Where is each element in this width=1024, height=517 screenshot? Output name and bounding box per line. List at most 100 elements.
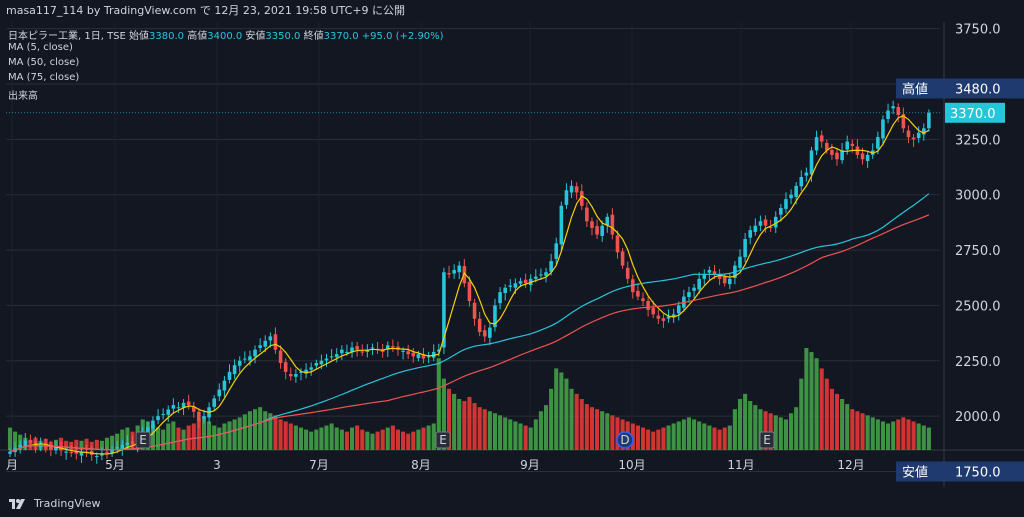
candle[interactable] <box>819 135 824 142</box>
candle[interactable] <box>763 219 768 226</box>
volume-bar[interactable] <box>554 368 559 450</box>
candle[interactable] <box>835 152 839 160</box>
volume-bar[interactable] <box>503 417 508 450</box>
volume-bar[interactable] <box>870 417 875 450</box>
candle[interactable] <box>503 287 507 294</box>
volume-bar[interactable] <box>492 413 498 450</box>
volume-bar[interactable] <box>850 409 855 450</box>
volume-bar[interactable] <box>380 429 385 450</box>
volume-bar[interactable] <box>819 368 824 450</box>
volume-bar[interactable] <box>436 358 441 450</box>
candle[interactable] <box>472 302 477 319</box>
volume-bar[interactable] <box>615 417 620 450</box>
volume-bar[interactable] <box>411 431 416 450</box>
candle[interactable] <box>579 191 584 206</box>
candle[interactable] <box>753 225 758 232</box>
volume-bar[interactable] <box>252 409 258 450</box>
candle[interactable] <box>676 305 681 314</box>
candle[interactable] <box>171 405 176 409</box>
candle[interactable] <box>186 401 191 406</box>
candle[interactable] <box>559 205 564 245</box>
volume-bar[interactable] <box>268 413 273 450</box>
candle[interactable] <box>426 356 431 358</box>
volume-bar[interactable] <box>472 403 477 450</box>
candle[interactable] <box>191 406 196 412</box>
candle[interactable] <box>508 285 513 287</box>
volume-bar[interactable] <box>339 429 344 450</box>
candle[interactable] <box>120 444 125 450</box>
tradingview-logo[interactable]: TradingView <box>8 497 100 510</box>
volume-bar[interactable] <box>304 429 309 450</box>
candle[interactable] <box>825 142 829 151</box>
volume-bar[interactable] <box>84 438 89 450</box>
candle[interactable] <box>906 130 911 138</box>
candle[interactable] <box>697 278 701 290</box>
candle[interactable] <box>319 360 324 365</box>
volume-bar[interactable] <box>176 427 181 450</box>
candle[interactable] <box>523 279 528 284</box>
candle[interactable] <box>253 349 257 357</box>
candle[interactable] <box>590 221 594 228</box>
candle[interactable] <box>569 185 574 193</box>
candle[interactable] <box>334 354 339 358</box>
candle[interactable] <box>100 453 104 456</box>
candle[interactable] <box>283 362 288 372</box>
candle[interactable] <box>779 208 783 215</box>
candle[interactable] <box>202 416 206 419</box>
volume-bar[interactable] <box>201 417 207 450</box>
volume-bar[interactable] <box>855 411 860 450</box>
candle[interactable] <box>549 261 553 272</box>
volume-bar[interactable] <box>901 417 906 450</box>
volume-bar[interactable] <box>258 407 263 450</box>
legend-ma5[interactable]: MA (5, close) <box>8 42 73 53</box>
candle[interactable] <box>79 451 84 456</box>
candle[interactable] <box>911 137 916 140</box>
candle[interactable] <box>758 221 763 226</box>
candle[interactable] <box>840 150 844 161</box>
candle[interactable] <box>263 340 268 347</box>
volume-bar[interactable] <box>875 419 880 450</box>
volume-bar[interactable] <box>452 393 457 450</box>
candle[interactable] <box>799 177 804 187</box>
candle[interactable] <box>891 106 895 109</box>
volume-bar[interactable] <box>651 431 656 450</box>
candle[interactable] <box>59 447 63 451</box>
volume-bar[interactable] <box>891 421 896 450</box>
volume-bar[interactable] <box>814 358 819 450</box>
candle[interactable] <box>554 243 559 259</box>
chart-area[interactable]: 3750.03500.03250.03000.02750.02500.02250… <box>0 22 1024 487</box>
candle[interactable] <box>625 267 630 279</box>
candle[interactable] <box>738 256 742 268</box>
volume-bar[interactable] <box>880 421 885 450</box>
volume-bar[interactable] <box>640 427 646 450</box>
candle[interactable] <box>482 330 487 337</box>
candle[interactable] <box>329 356 334 358</box>
volume-bar[interactable] <box>886 423 891 450</box>
candle[interactable] <box>493 305 497 328</box>
volume-bar[interactable] <box>426 425 431 450</box>
volume-bar[interactable] <box>99 440 104 450</box>
volume-bar[interactable] <box>196 419 201 450</box>
volume-bar[interactable] <box>523 425 528 450</box>
volume-bar[interactable] <box>559 372 564 450</box>
candle[interactable] <box>360 351 365 353</box>
candle[interactable] <box>636 290 640 297</box>
candle[interactable] <box>922 128 926 135</box>
candle[interactable] <box>651 308 656 315</box>
volume-bar[interactable] <box>329 423 334 450</box>
volume-bar[interactable] <box>538 411 543 450</box>
volume-bar[interactable] <box>574 393 579 450</box>
candle[interactable] <box>237 360 242 366</box>
candle[interactable] <box>860 153 865 160</box>
candle[interactable] <box>365 349 370 352</box>
volume-bar[interactable] <box>120 429 125 450</box>
candle[interactable] <box>161 413 165 415</box>
volume-bar[interactable] <box>191 423 196 450</box>
candle[interactable] <box>447 273 451 275</box>
candle[interactable] <box>442 272 446 348</box>
volume-bar[interactable] <box>681 419 686 450</box>
candle[interactable] <box>181 402 186 408</box>
candle[interactable] <box>809 150 814 175</box>
candle[interactable] <box>416 354 421 359</box>
volume-bar[interactable] <box>390 425 395 450</box>
